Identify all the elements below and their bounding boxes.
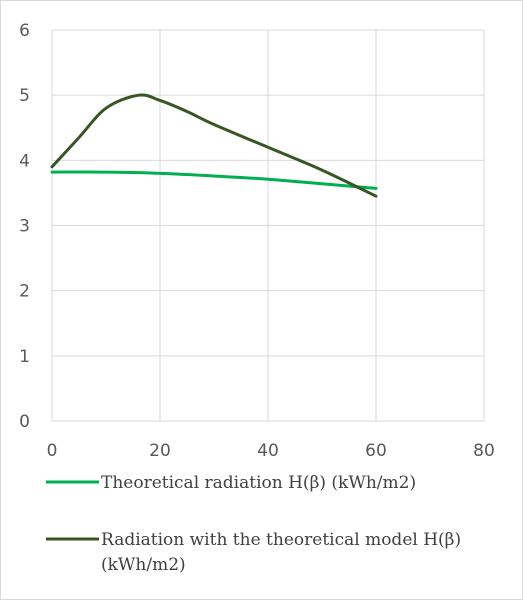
series-line-2 — [50, 93, 378, 198]
y-tick-label: 2 — [19, 282, 30, 302]
y-tick-label: 6 — [19, 21, 30, 41]
y-tick-label: 1 — [19, 347, 30, 367]
x-axis-ticks: 0 20 40 60 80 — [47, 441, 495, 461]
y-tick-label: 3 — [19, 217, 30, 237]
x-tick-label: 40 — [257, 441, 279, 461]
legend-label-1: Theoretical radiation H(β) (kWh/m2) — [101, 473, 416, 493]
gridlines — [51, 29, 485, 422]
x-tick-label: 80 — [473, 441, 495, 461]
series-line-1 — [50, 170, 378, 190]
y-tick-label: 4 — [19, 151, 30, 171]
legend-label-2: Radiation with the theoretical model H(β… — [101, 530, 461, 575]
x-tick-label: 0 — [47, 441, 58, 461]
y-tick-label: 0 — [19, 412, 30, 432]
y-axis-ticks: 0 1 2 3 4 5 6 — [19, 21, 30, 432]
series-lines — [50, 93, 378, 198]
x-tick-label: 20 — [149, 441, 171, 461]
x-tick-label: 60 — [365, 441, 387, 461]
y-tick-label: 5 — [19, 86, 30, 106]
legend: Theoretical radiation H(β) (kWh/m2) Radia… — [46, 473, 461, 575]
